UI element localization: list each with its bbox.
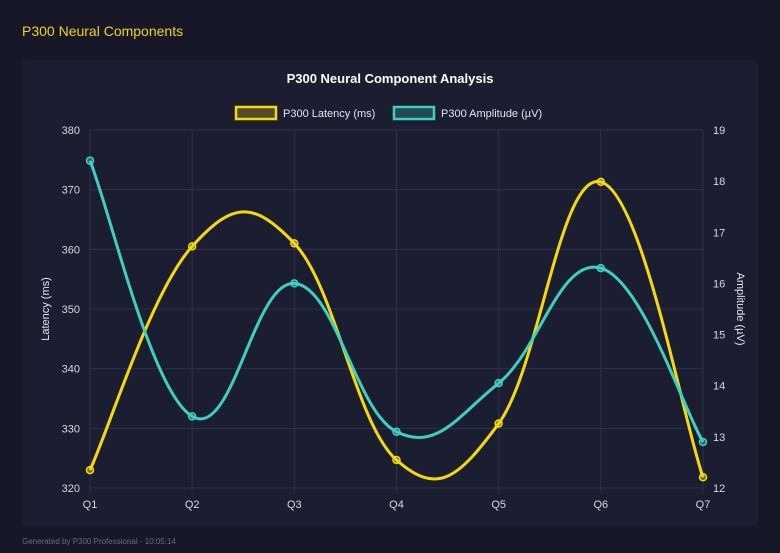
y-left-tick: 370	[62, 185, 80, 197]
y-left-tick: 380	[62, 125, 80, 137]
y-right-tick: 16	[713, 278, 725, 290]
legend-swatch	[234, 105, 278, 121]
x-tick: Q3	[287, 499, 302, 511]
y-right-tick: 13	[713, 432, 725, 444]
y-left-tick: 340	[62, 364, 80, 376]
chart-card	[22, 60, 758, 526]
chart-title: P300 Neural Component Analysis	[287, 71, 494, 86]
data-point	[187, 242, 197, 251]
legend-swatch	[392, 105, 436, 121]
data-point	[392, 427, 401, 436]
data-point	[187, 412, 197, 421]
x-tick: Q4	[389, 499, 404, 511]
y-right-tick: 12	[713, 483, 725, 495]
page-title: P300 Neural Components	[22, 23, 184, 39]
x-tick: Q1	[83, 499, 98, 511]
x-tick: Q2	[185, 499, 200, 511]
legend-label: P300 Latency (ms)	[283, 108, 375, 120]
y-right-tick: 17	[713, 227, 725, 239]
legend-label: P300 Amplitude (µV)	[441, 108, 542, 120]
y-right-tick: 19	[713, 125, 725, 137]
data-point	[596, 263, 606, 273]
series-line	[88, 160, 705, 443]
data-point	[698, 437, 708, 447]
x-tick: Q6	[593, 499, 608, 511]
footer-text: Generated by P300 Professional - 10:05:1…	[22, 537, 176, 546]
x-tick: Q7	[696, 499, 711, 511]
data-point	[494, 419, 503, 428]
series-line	[88, 180, 705, 481]
data-point	[85, 465, 95, 475]
data-point	[596, 177, 606, 187]
y-right-label: Amplitude (µV)	[734, 273, 746, 346]
data-point	[85, 156, 95, 165]
y-left-label: Latency (ms)	[40, 277, 52, 341]
data-point	[290, 239, 299, 248]
data-point	[698, 473, 708, 482]
data-point	[494, 378, 503, 388]
y-left-tick: 350	[62, 304, 80, 316]
y-left-tick: 360	[62, 244, 80, 256]
x-tick: Q5	[491, 499, 506, 511]
data-point	[290, 279, 299, 288]
y-left-tick: 320	[62, 483, 80, 495]
y-left-tick: 330	[62, 423, 80, 435]
y-right-tick: 15	[713, 330, 725, 342]
data-point	[392, 455, 401, 465]
y-right-tick: 14	[713, 381, 725, 393]
y-right-tick: 18	[713, 176, 725, 188]
